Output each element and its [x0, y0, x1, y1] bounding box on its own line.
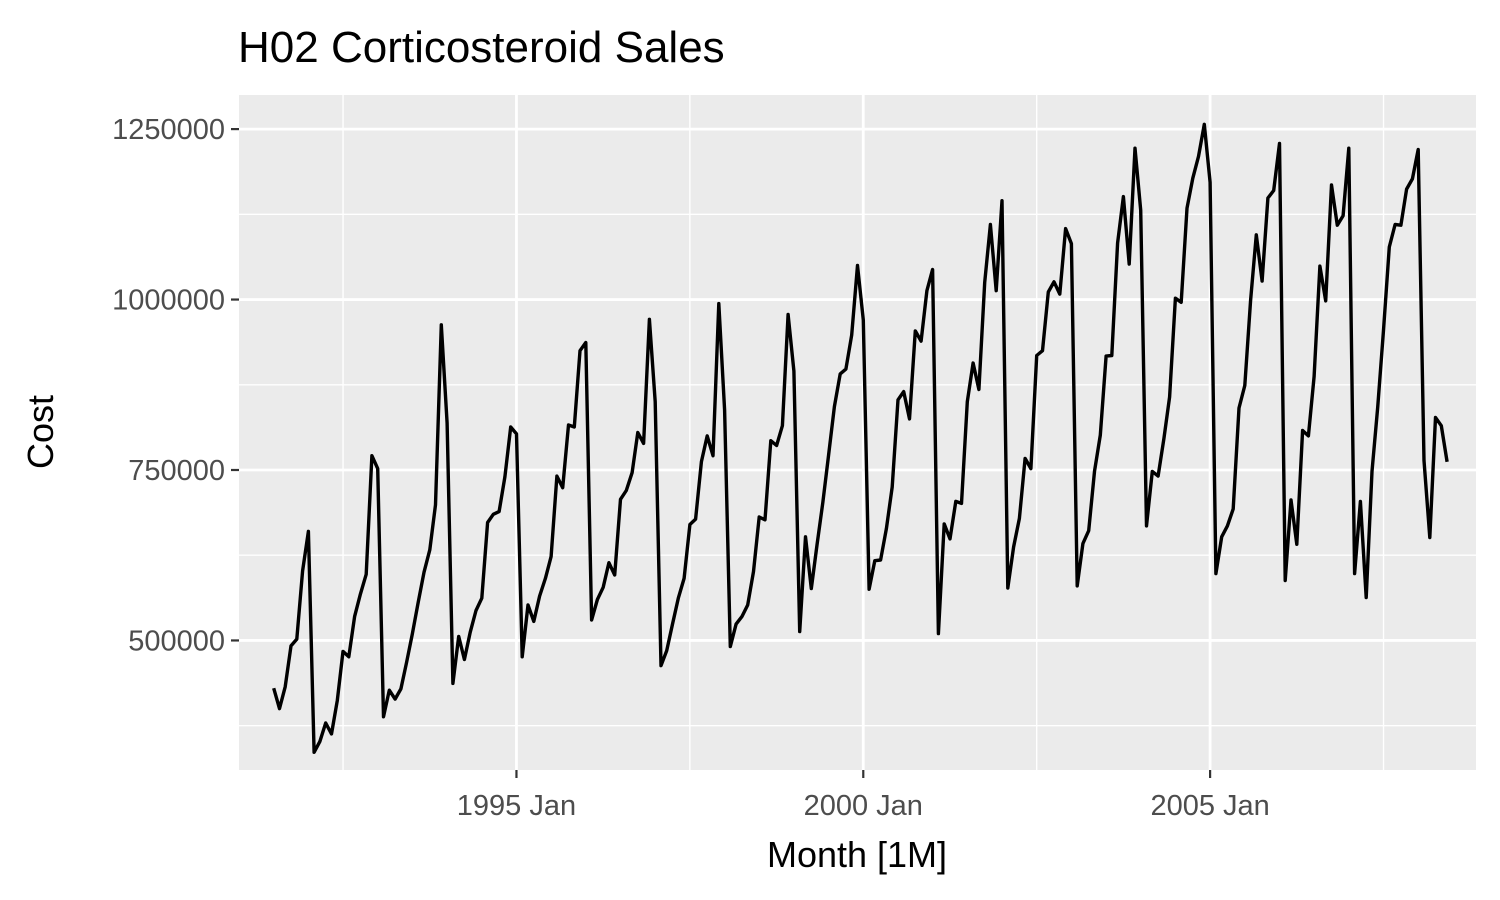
y-axis: 500000 750000 1000000 1250000 — [112, 114, 239, 657]
x-axis-title: Month [1M] — [767, 834, 947, 875]
x-tick-label: 2005 Jan — [1150, 790, 1269, 822]
x-tick-label: 1995 Jan — [457, 790, 576, 822]
series-line — [272, 122, 1449, 754]
y-tick-label: 500000 — [128, 625, 225, 657]
y-tick-label: 750000 — [128, 455, 225, 487]
y-axis-title: Cost — [20, 395, 61, 469]
plot-panel — [239, 95, 1476, 770]
chart-title: H02 Corticosteroid Sales — [238, 23, 725, 72]
y-tick-label: 1250000 — [112, 114, 225, 146]
x-tick-label: 2000 Jan — [804, 790, 923, 822]
x-axis: 1995 Jan 2000 Jan 2005 Jan — [457, 770, 1270, 822]
y-tick-label: 1000000 — [112, 285, 225, 317]
